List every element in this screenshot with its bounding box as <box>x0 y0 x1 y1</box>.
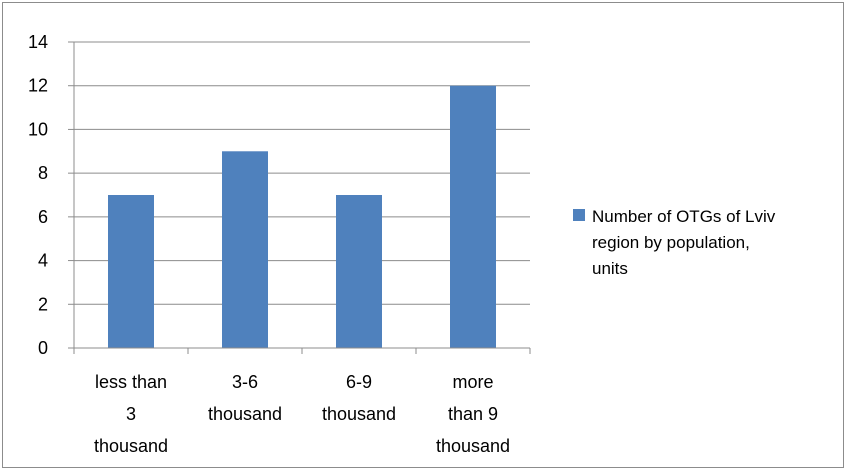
x-tick-label-line: 6-9 <box>346 372 372 392</box>
x-tick-label-line: than 9 <box>448 404 498 424</box>
x-tick-label-line: 3 <box>126 404 136 424</box>
x-tick-label: more than 9 thousand <box>436 372 510 456</box>
bar <box>108 195 154 348</box>
y-tick-label: 0 <box>38 338 48 358</box>
x-tick-label-line: 3-6 <box>232 372 258 392</box>
y-tick-label: 10 <box>28 119 48 139</box>
bar <box>450 85 496 348</box>
axes <box>68 41 531 354</box>
y-tick-label: 2 <box>38 294 48 314</box>
x-tick-label-line: thousand <box>94 436 168 456</box>
x-tick-label: 6-9 thousand <box>322 372 396 424</box>
y-tick-label: 8 <box>38 163 48 183</box>
y-tick-label: 4 <box>38 251 48 271</box>
legend-label-line: region by population, <box>592 233 750 252</box>
x-tick-label-line: thousand <box>436 436 510 456</box>
legend-swatch <box>573 209 585 221</box>
y-tick-labels: 0 2 4 6 8 10 12 14 <box>28 32 48 358</box>
x-tick-label-line: less than <box>95 372 167 392</box>
y-tick-label: 14 <box>28 32 48 52</box>
legend-label-line: units <box>592 259 628 278</box>
bar <box>222 151 268 348</box>
legend: Number of OTGs of Lviv region by populati… <box>573 207 776 278</box>
x-tick-label-line: thousand <box>322 404 396 424</box>
x-tick-label-line: thousand <box>208 404 282 424</box>
y-tick-label: 6 <box>38 207 48 227</box>
legend-label: Number of OTGs of Lviv region by populati… <box>592 207 776 278</box>
bar <box>336 195 382 348</box>
x-tick-label-line: more <box>452 372 493 392</box>
x-tick-label: less than 3 thousand <box>94 372 168 456</box>
x-tick-labels: less than 3 thousand 3-6 thousand 6-9 thousand… <box>94 372 510 456</box>
legend-label-line: Number of OTGs of Lviv <box>592 207 776 226</box>
bars <box>108 85 496 348</box>
y-tick-label: 12 <box>28 76 48 96</box>
x-tick-label: 3-6 thousand <box>208 372 282 424</box>
